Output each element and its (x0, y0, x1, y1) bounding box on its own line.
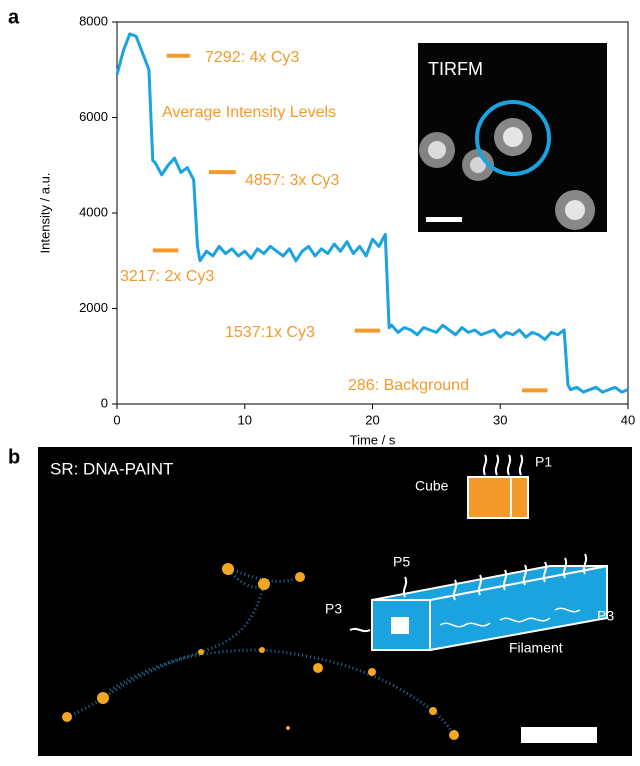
page: a b 0 10 20 30 40 0 2000 4000 6000 8000 Time / s In… (0, 0, 640, 761)
schematic-label: Cube (415, 478, 449, 494)
schematic-label: P1 (535, 454, 552, 470)
x-tick-label: 30 (493, 412, 507, 427)
scale-bar (521, 727, 597, 743)
figure: a b 0 10 20 30 40 0 2000 4000 6000 8000 Time / s In… (0, 0, 640, 761)
level-label: 1537:1x Cy3 (225, 324, 315, 341)
y-tick-label: 6000 (79, 109, 108, 124)
level-label: 4857: 3x Cy3 (245, 172, 339, 189)
panel-label: b (8, 446, 20, 468)
x-axis-label: Time / s (350, 432, 396, 447)
x-tick-label: 0 (113, 412, 120, 427)
panel-label: a (8, 6, 20, 28)
y-tick-label: 0 (101, 395, 108, 410)
inset-label: TIRFM (428, 59, 483, 79)
level-label: 3217: 2x Cy3 (120, 268, 214, 285)
scale-bar (426, 217, 462, 222)
inset: TIRFM (418, 43, 607, 232)
schematic-label: P3 (597, 608, 614, 624)
y-axis-label: Intensity / a.u. (37, 173, 52, 254)
schematic-label: P3 (325, 601, 342, 617)
y-tick-label: 8000 (79, 13, 108, 28)
panel-b-title: SR: DNA-PAINT (50, 459, 173, 478)
x-tick-label: 40 (621, 412, 635, 427)
y-tick-label: 4000 (79, 204, 108, 219)
annotation: Average Intensity Levels (162, 104, 336, 121)
schematic-label: Filament (509, 640, 563, 656)
level-label: 286: Background (348, 377, 469, 394)
x-tick-label: 20 (365, 412, 379, 427)
schematic-label: P5 (393, 554, 410, 570)
x-tick-label: 10 (238, 412, 252, 427)
panel-b: SR: DNA-PAINT Cube P1 P5 P3 P3 Filament (38, 447, 632, 756)
level-label: 7292: 4x Cy3 (205, 49, 299, 66)
y-tick-label: 2000 (79, 300, 108, 315)
